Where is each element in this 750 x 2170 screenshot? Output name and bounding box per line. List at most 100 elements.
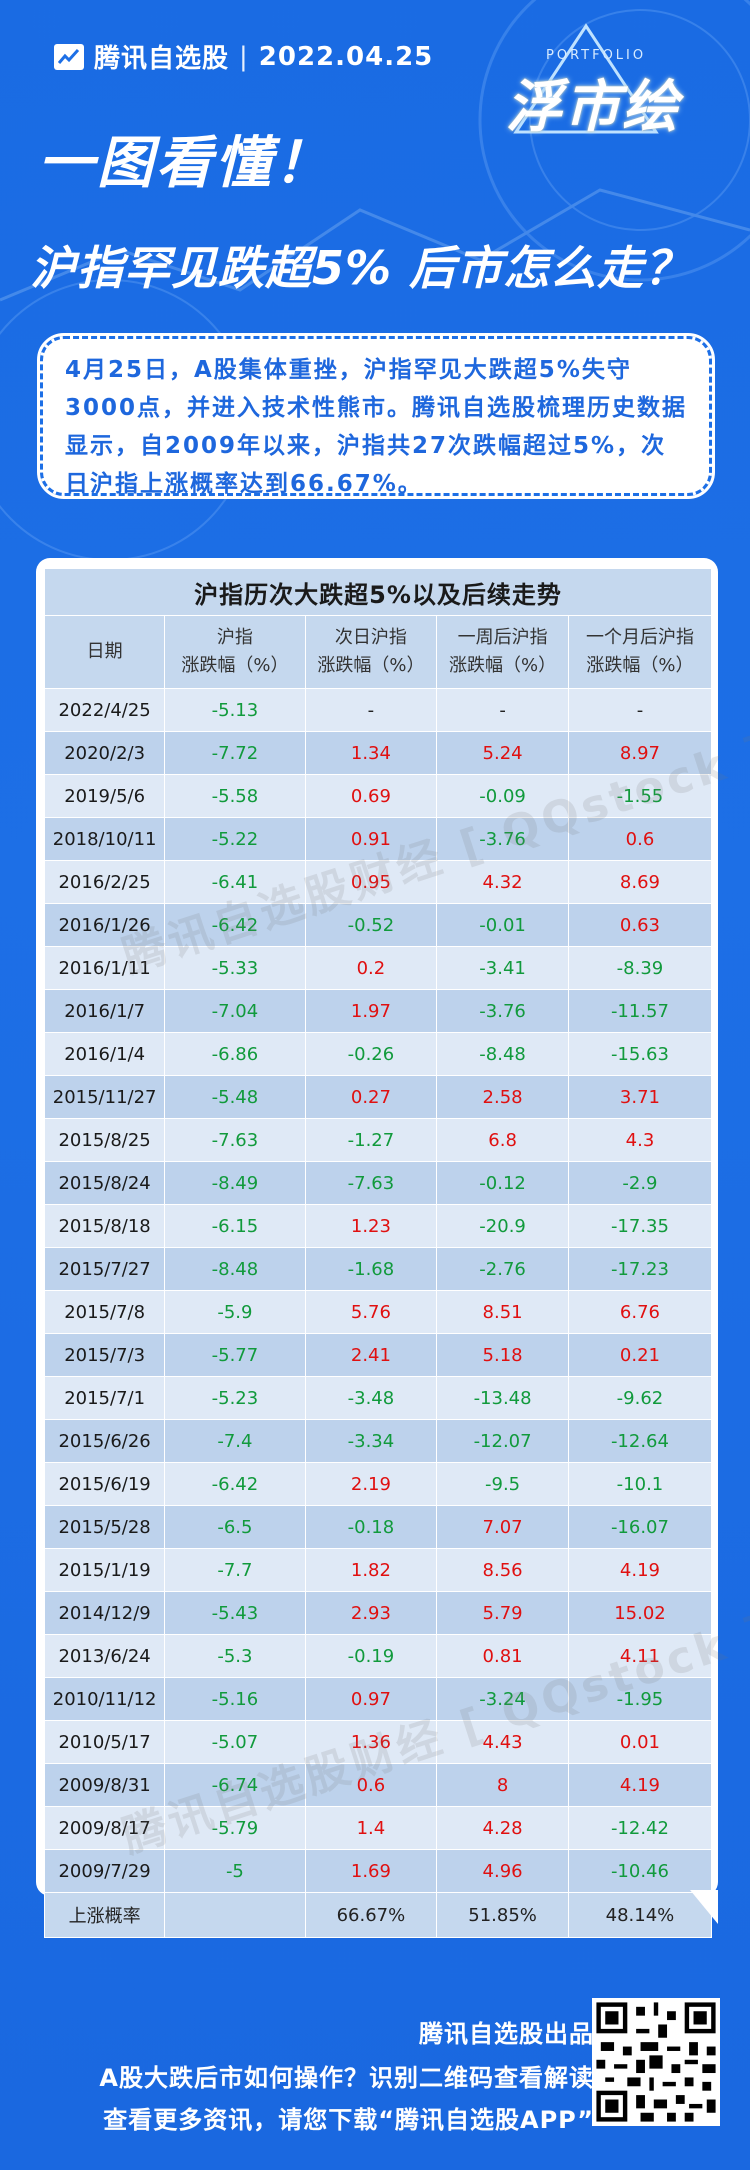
value-cell: -3.76: [436, 989, 569, 1033]
table-card: 沪指历次大跌超5%以及后续走势 日期 沪指 涨跌幅（%） 次日沪指 涨跌幅（%） 一周后沪…: [36, 558, 750, 1938]
value-cell: -6.15: [164, 1204, 306, 1248]
date-cell: 2015/8/18: [43, 1204, 166, 1248]
value-cell: 4.28: [436, 1806, 569, 1850]
table-row: 2018/10/11 -5.22 0.91 -3.76 0.6: [43, 817, 713, 861]
value-cell: -6.5: [164, 1505, 306, 1549]
footer-value-cell: 48.14%: [567, 1892, 713, 1938]
column-header-line2: 涨跌幅（%）: [586, 655, 694, 676]
headline-secondary: 沪指罕见跌超5% 后市怎么走？: [30, 241, 692, 295]
value-cell: -9.5: [436, 1462, 569, 1506]
value-cell: -0.52: [304, 903, 438, 947]
value-cell: -12.07: [436, 1419, 569, 1463]
table-row: 2010/5/17 -5.07 1.36 4.43 0.01: [43, 1720, 713, 1764]
value-cell: -6.41: [164, 860, 306, 904]
value-cell: -5.9: [164, 1290, 306, 1334]
table-row: 2016/1/7 -7.04 1.97 -3.76 -11.57: [43, 989, 713, 1033]
table-row: 2019/5/6 -5.58 0.69 -0.09 -1.55: [43, 774, 713, 818]
value-cell: 1.36: [304, 1720, 438, 1764]
table-row: 2015/7/3 -5.77 2.41 5.18 0.21: [43, 1333, 713, 1377]
value-cell: -10.1: [567, 1462, 713, 1506]
brand-name: 腾讯自选股: [94, 44, 230, 74]
table-row: 2016/1/26 -6.42 -0.52 -0.01 0.63: [43, 903, 713, 947]
date-cell: 2010/5/17: [43, 1720, 166, 1764]
value-cell: -3.48: [304, 1376, 438, 1420]
value-cell: -10.46: [567, 1849, 713, 1893]
value-cell: 0.6: [304, 1763, 438, 1807]
date-cell: 2015/7/8: [43, 1290, 166, 1334]
column-badge: PORTFOLIO 浮市绘: [486, 22, 696, 142]
date-cell: 2014/12/9: [43, 1591, 166, 1635]
data-table: 沪指历次大跌超5%以及后续走势 日期 沪指 涨跌幅（%） 次日沪指 涨跌幅（%） 一周后沪…: [43, 568, 713, 1938]
table-row: 2009/8/31 -6.74 0.6 8 4.19: [43, 1763, 713, 1807]
value-cell: -8.39: [567, 946, 713, 990]
brand-header: 腾讯自选股 | 2022.04.25: [54, 38, 433, 75]
value-cell: 15.02: [567, 1591, 713, 1635]
value-cell: 0.21: [567, 1333, 713, 1377]
date-cell: 2010/11/12: [43, 1677, 166, 1721]
value-cell: -8.48: [436, 1032, 569, 1076]
value-cell: -5.23: [164, 1376, 306, 1420]
value-cell: -5.13: [164, 688, 306, 732]
value-cell: -8.49: [164, 1161, 306, 1205]
value-cell: 1.97: [304, 989, 438, 1033]
value-cell: 2.41: [304, 1333, 438, 1377]
column-header-line1: 一个月后沪指: [585, 627, 694, 648]
table-row: 2016/1/11 -5.33 0.2 -3.41 -8.39: [43, 946, 713, 990]
footer-publisher: 腾讯自选股出品: [419, 2020, 594, 2048]
footer-download[interactable]: 查看更多资讯，请您下载“腾讯自选股APP”: [103, 2106, 594, 2134]
qr-code[interactable]: [592, 1998, 720, 2126]
value-cell: 3.71: [567, 1075, 713, 1119]
date-cell: 2013/6/24: [43, 1634, 166, 1678]
column-header-line2: 涨跌幅（%）: [181, 655, 289, 676]
value-cell: -7.7: [164, 1548, 306, 1592]
column-header: 日期: [43, 615, 166, 689]
value-cell: -5.07: [164, 1720, 306, 1764]
value-cell: 1.69: [304, 1849, 438, 1893]
value-cell: -1.27: [304, 1118, 438, 1162]
value-cell: 6.8: [436, 1118, 569, 1162]
column-header-line1: 次日沪指: [334, 627, 407, 648]
value-cell: -13.48: [436, 1376, 569, 1420]
footer-value-cell: [164, 1892, 306, 1938]
card-tail: [690, 1890, 718, 1924]
value-cell: -1.55: [567, 774, 713, 818]
table-row: 2015/1/19 -7.7 1.82 8.56 4.19: [43, 1548, 713, 1592]
value-cell: 2.19: [304, 1462, 438, 1506]
table-row: 2013/6/24 -5.3 -0.19 0.81 4.11: [43, 1634, 713, 1678]
value-cell: -7.04: [164, 989, 306, 1033]
value-cell: 1.4: [304, 1806, 438, 1850]
value-cell: -1.95: [567, 1677, 713, 1721]
column-header-line1: 一周后沪指: [457, 627, 548, 648]
date-cell: 2015/7/3: [43, 1333, 166, 1377]
brand-separator: |: [239, 41, 249, 72]
column-header: 沪指 涨跌幅（%）: [164, 615, 306, 689]
value-cell: 0.95: [304, 860, 438, 904]
value-cell: -0.26: [304, 1032, 438, 1076]
value-cell: 8.56: [436, 1548, 569, 1592]
value-cell: -7.72: [164, 731, 306, 775]
value-cell: 8.69: [567, 860, 713, 904]
value-cell: 5.18: [436, 1333, 569, 1377]
table-row: 2016/1/4 -6.86 -0.26 -8.48 -15.63: [43, 1032, 713, 1076]
value-cell: -17.35: [567, 1204, 713, 1248]
date-cell: 2018/10/11: [43, 817, 166, 861]
date-cell: 2015/5/28: [43, 1505, 166, 1549]
date-cell: 2015/6/19: [43, 1462, 166, 1506]
value-cell: -5.79: [164, 1806, 306, 1850]
value-cell: -1.68: [304, 1247, 438, 1291]
value-cell: 1.23: [304, 1204, 438, 1248]
value-cell: -0.01: [436, 903, 569, 947]
table-row: 2010/11/12 -5.16 0.97 -3.24 -1.95: [43, 1677, 713, 1721]
value-cell: 4.43: [436, 1720, 569, 1764]
value-cell: -11.57: [567, 989, 713, 1033]
value-cell: 4.96: [436, 1849, 569, 1893]
table-row: 2015/5/28 -6.5 -0.18 7.07 -16.07: [43, 1505, 713, 1549]
column-header: 一周后沪指 涨跌幅（%）: [436, 615, 569, 689]
date-cell: 2019/5/6: [43, 774, 166, 818]
value-cell: -0.12: [436, 1161, 569, 1205]
value-cell: -7.63: [164, 1118, 306, 1162]
value-cell: 4.19: [567, 1548, 713, 1592]
table-row: 2015/8/18 -6.15 1.23 -20.9 -17.35: [43, 1204, 713, 1248]
value-cell: -3.24: [436, 1677, 569, 1721]
value-cell: -: [436, 688, 569, 732]
